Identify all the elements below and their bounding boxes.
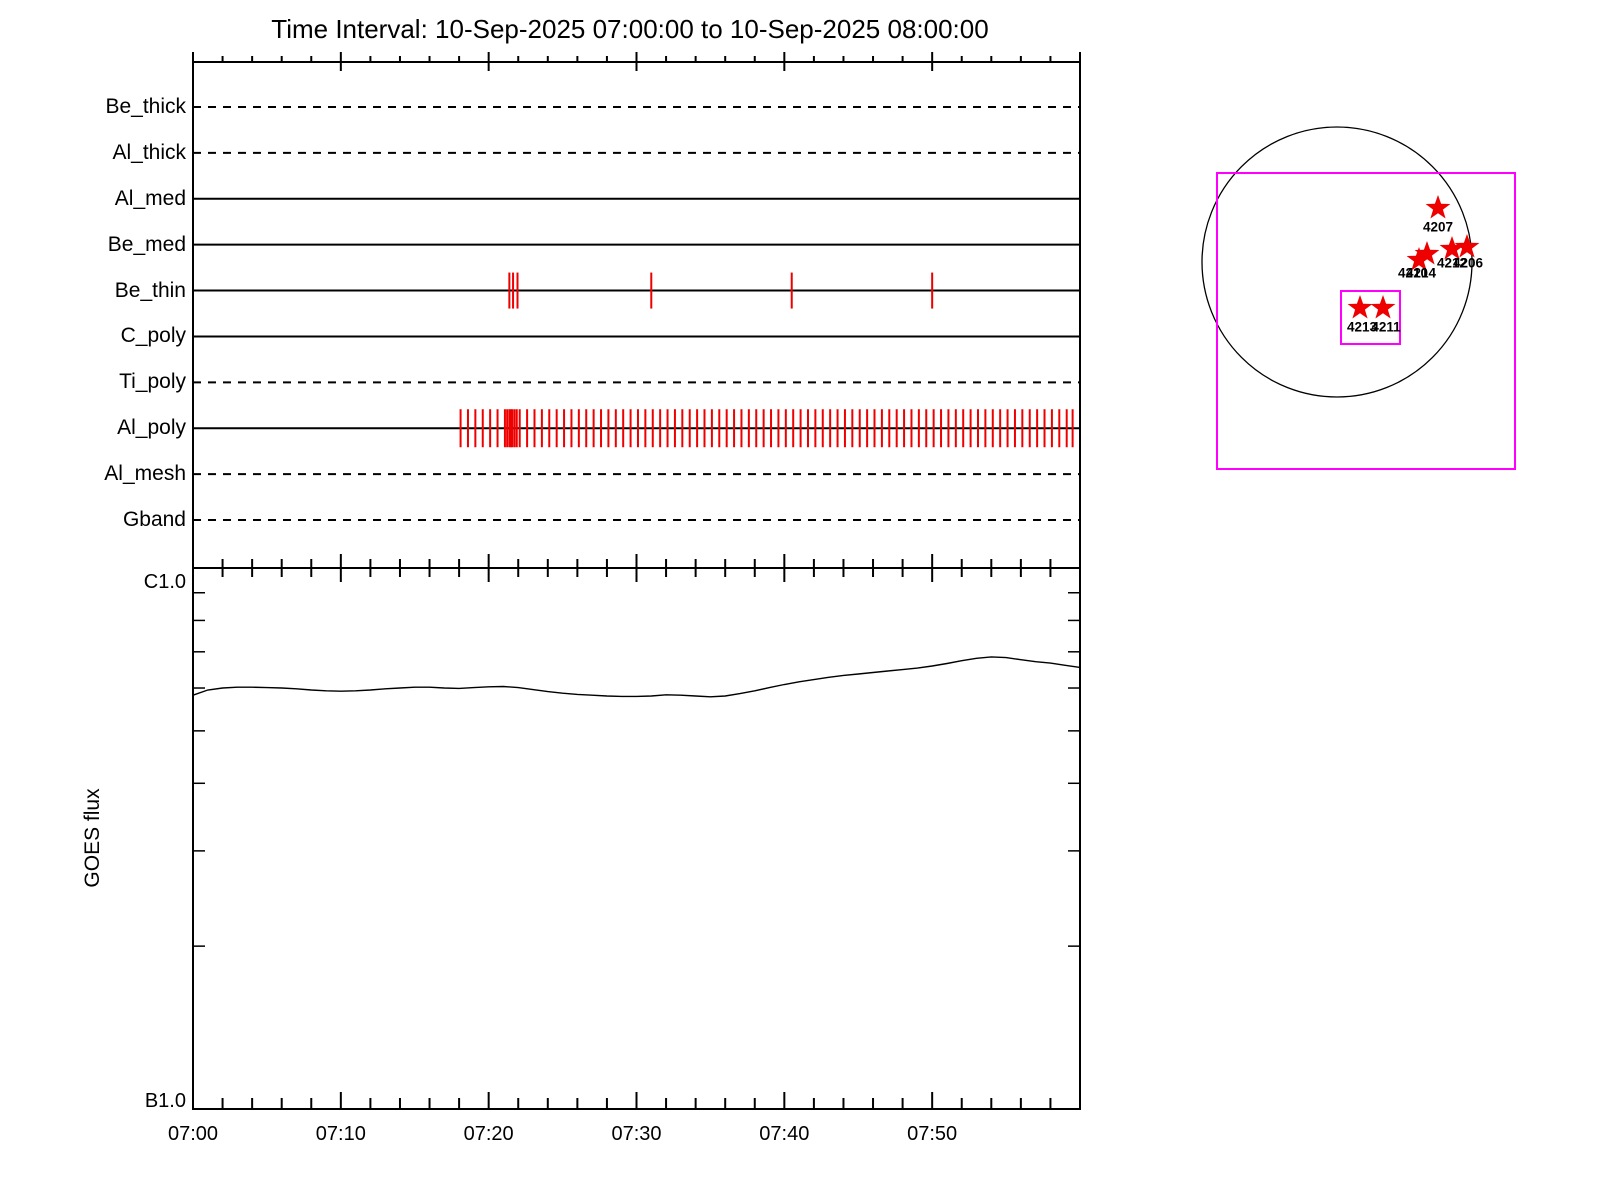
filter-label-al-poly: Al_poly (117, 416, 186, 440)
goes-ymax-label: C1.0 (143, 571, 186, 593)
filter-label-gband: Gband (122, 508, 186, 531)
active-region-label-4210: 4210 (1397, 265, 1429, 281)
fov-box-large (1216, 172, 1516, 470)
filter-label-al-mesh: Al_mesh (104, 462, 186, 486)
active-region-label-4214: 4214 (1405, 265, 1437, 281)
active-region-star-4212 (1439, 236, 1465, 260)
active-region-star-4210 (1406, 247, 1432, 271)
goes-axis-title: GOES flux (81, 788, 104, 888)
filter-label-al-med: Al_med (114, 186, 186, 210)
time-tick-0710: 07:10 (315, 1123, 366, 1145)
filter-label-c-poly: C_poly (120, 324, 186, 348)
active-region-label-4206: 4206 (1452, 255, 1484, 271)
time-tick-0720: 07:20 (463, 1123, 514, 1145)
filter-label-al-thick: Al_thick (112, 140, 186, 164)
filter-label-ti-poly: Ti_poly (119, 370, 186, 394)
filter-label-be-med: Be_med (107, 232, 186, 256)
active-region-star-4211 (1370, 295, 1396, 319)
active-region-star-4214 (1414, 241, 1440, 265)
filter-label-be-thin: Be_thin (114, 278, 186, 302)
fov-box-small (1340, 290, 1401, 345)
page-title: Time Interval: 10-Sep-2025 07:00:00 to 1… (271, 14, 989, 44)
goes-flux-curve (192, 656, 1081, 698)
active-region-label-4213: 4213 (1346, 319, 1378, 335)
time-tick-0730: 07:30 (611, 1123, 662, 1145)
active-region-label-4212: 4212 (1436, 255, 1468, 271)
active-region-label-4207: 4207 (1422, 219, 1454, 235)
active-region-star-4207 (1425, 195, 1451, 219)
goes-panel-frame (192, 567, 1081, 1110)
active-region-star-4213 (1347, 295, 1373, 319)
time-tick-0750: 07:50 (907, 1123, 958, 1145)
solar-disk-limb (1201, 126, 1473, 398)
active-region-label-4211: 4211 (1371, 319, 1401, 335)
filter-label-be-thick: Be_thick (105, 95, 186, 118)
goes-ymin-label: B1.0 (144, 1090, 186, 1112)
timeline-panel-frame (192, 61, 1081, 569)
time-tick-0700: 07:00 (167, 1123, 219, 1145)
time-tick-0740: 07:40 (759, 1123, 810, 1145)
active-region-star-4206 (1454, 234, 1480, 258)
